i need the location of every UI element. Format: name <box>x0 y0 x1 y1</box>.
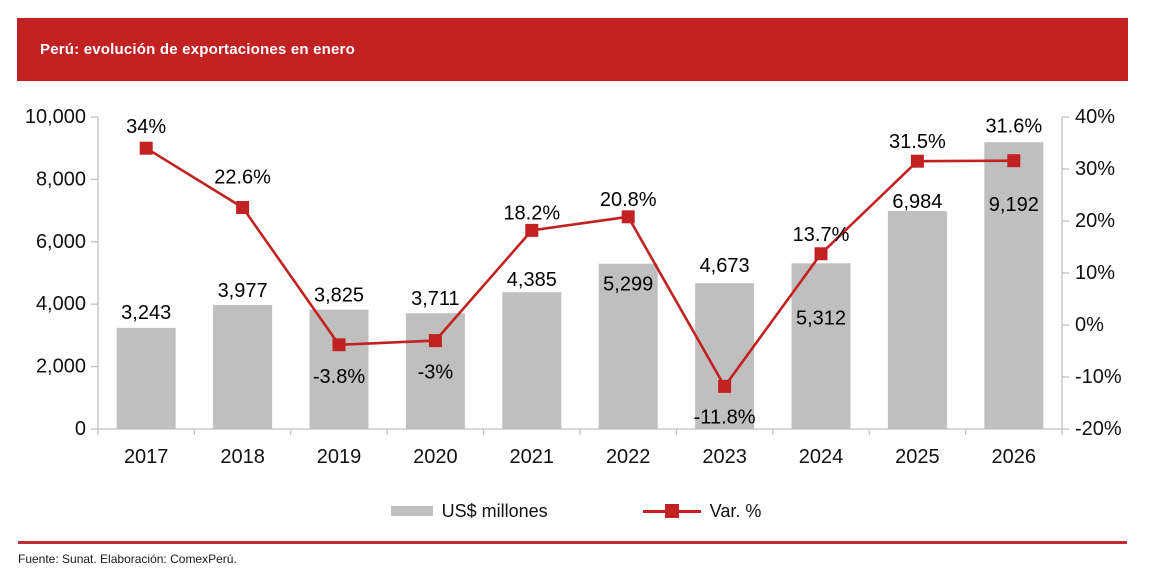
left-axis-tick-label: 0 <box>75 418 86 440</box>
legend-square-marker-icon <box>664 504 679 518</box>
legend-line-label: Var. % <box>709 500 762 521</box>
bar-2024 <box>791 263 851 429</box>
right-axis-tick-label: 30% <box>1075 158 1115 180</box>
bar-2025 <box>887 211 947 429</box>
bar-2020 <box>405 313 465 429</box>
bar-value-label: 3,243 <box>121 302 171 324</box>
bar-value-label: 5,299 <box>603 274 653 296</box>
bar-value-label: 3,711 <box>411 288 460 310</box>
marker-2017 <box>139 141 153 155</box>
legend-item-bars: US$ millones <box>390 500 548 522</box>
marker-2019 <box>332 338 346 352</box>
line-marker-swatch-icon <box>642 504 701 518</box>
chart-legend: US$ millones Var. % <box>0 498 1152 524</box>
marker-2026 <box>1007 154 1021 168</box>
bar-value-label: 4,385 <box>507 269 557 291</box>
footer-divider <box>18 541 1127 544</box>
x-axis-category-label: 2022 <box>606 446 651 468</box>
pct-value-label: -3% <box>418 362 454 384</box>
right-axis-tick-label: 40% <box>1075 106 1115 128</box>
marker-2025 <box>910 154 924 168</box>
pct-value-label: 31.5% <box>889 131 946 153</box>
right-axis-tick-label: -20% <box>1075 418 1122 440</box>
marker-2022 <box>621 210 635 224</box>
x-axis-category-label: 2024 <box>799 446 844 468</box>
variation-line <box>145 147 1014 389</box>
bar-swatch-icon <box>390 506 433 516</box>
bar-2021 <box>502 292 562 429</box>
bar-value-label: 6,984 <box>892 191 942 213</box>
marker-2018 <box>236 200 250 214</box>
x-axis-category-label: 2020 <box>413 446 458 468</box>
chart-title: Perú: evolución de exportaciones en ener… <box>40 41 355 58</box>
x-axis-category-label: 2026 <box>992 446 1037 468</box>
pct-value-label: 18.2% <box>503 202 560 224</box>
x-axis-category-label: 2025 <box>895 446 940 468</box>
pct-value-label: 22.6% <box>214 166 271 188</box>
pct-value-label: 13.7% <box>793 224 850 246</box>
pct-value-label: 34% <box>126 116 166 138</box>
pct-value-label: 31.6% <box>985 116 1042 138</box>
bar-value-label: 9,192 <box>989 194 1039 216</box>
x-axis-category-label: 2018 <box>220 446 265 468</box>
x-axis-category-label: 2017 <box>124 446 169 468</box>
marker-2020 <box>428 334 442 348</box>
pct-value-label: -11.8% <box>694 406 756 428</box>
right-axis-tick-label: -10% <box>1075 366 1122 388</box>
bar-value-label: 4,673 <box>700 255 750 277</box>
bar-value-label: 3,977 <box>218 280 268 302</box>
x-axis-category-label: 2023 <box>702 446 747 468</box>
left-axis-tick-label: 6,000 <box>36 231 86 253</box>
legend-item-line: Var. % <box>642 500 762 522</box>
bar-2023 <box>695 283 755 429</box>
bar-2022 <box>598 263 658 429</box>
bar-2026 <box>984 142 1044 429</box>
left-axis-tick-label: 10,000 <box>25 106 86 128</box>
left-axis-tick-label: 8,000 <box>36 168 86 190</box>
bar-2019 <box>309 309 369 429</box>
source-note: Fuente: Sunat. Elaboración: ComexPerú. <box>18 552 237 566</box>
bar-value-label: 3,825 <box>314 285 364 307</box>
right-axis-tick-label: 0% <box>1075 314 1104 336</box>
right-axis-tick-label: 10% <box>1075 262 1115 284</box>
left-axis-tick-label: 4,000 <box>36 293 86 315</box>
left-axis-tick-label: 2,000 <box>36 356 86 378</box>
marker-2023 <box>718 379 732 393</box>
pct-value-label: -3.8% <box>313 366 365 388</box>
legend-bars-label: US$ millones <box>441 500 548 521</box>
chart-header-bar: Perú: evolución de exportaciones en ener… <box>17 18 1128 81</box>
pct-value-label: 20.8% <box>600 189 657 211</box>
x-axis-category-label: 2021 <box>510 446 555 468</box>
right-axis-tick-label: 20% <box>1075 210 1115 232</box>
marker-2021 <box>525 223 539 237</box>
x-axis-category-label: 2019 <box>317 446 362 468</box>
bar-value-label: 5,312 <box>796 307 846 329</box>
marker-2024 <box>814 247 828 261</box>
bar-2018 <box>213 304 273 429</box>
bar-2017 <box>116 327 176 429</box>
